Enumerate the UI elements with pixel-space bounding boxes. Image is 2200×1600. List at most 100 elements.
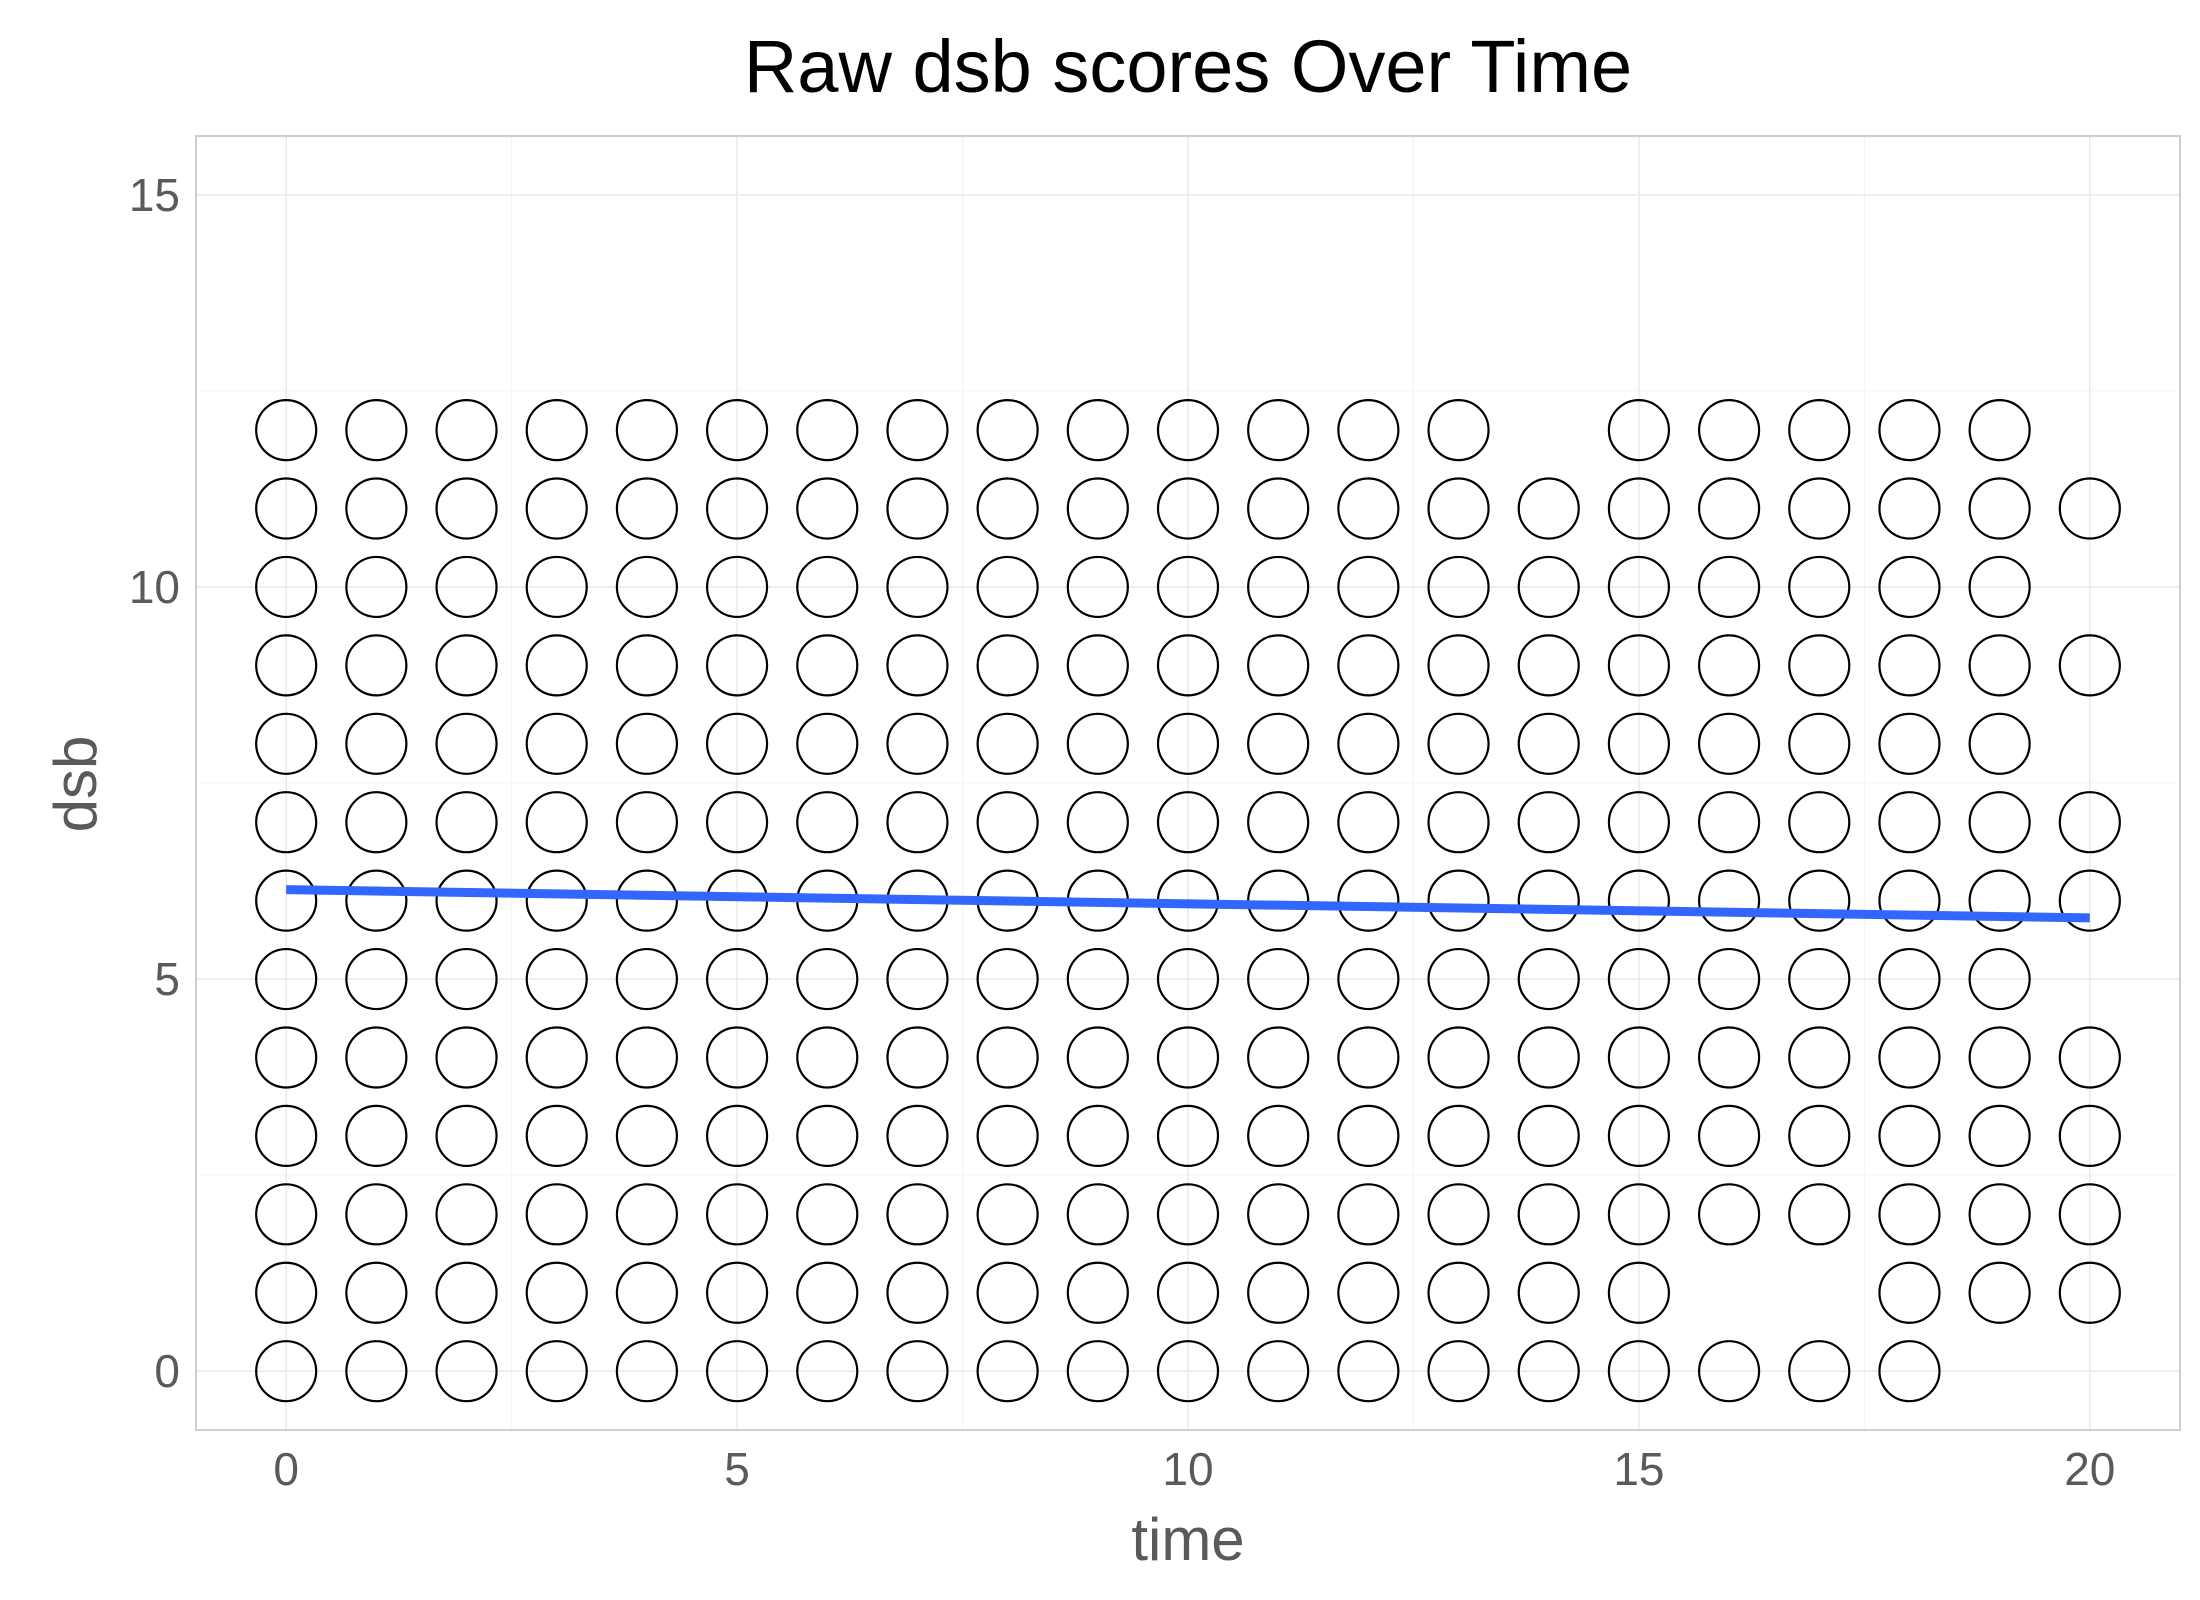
data-point [1788, 1340, 1851, 1403]
data-point [615, 1261, 679, 1324]
data-point [1968, 1183, 2031, 1246]
data-point [886, 477, 949, 540]
data-point [1427, 869, 1490, 932]
data-point [525, 398, 588, 462]
data-point [525, 1183, 588, 1246]
data-point [1156, 1340, 1220, 1403]
data-point [1607, 1026, 1671, 1089]
data-point [705, 1261, 769, 1324]
data-points [255, 398, 2121, 1403]
data-point [1337, 712, 1400, 775]
data-point [1066, 634, 1129, 697]
data-point [435, 712, 498, 775]
data-point [2058, 634, 2121, 697]
data-point [1427, 947, 1490, 1011]
data-point [1968, 1026, 2031, 1089]
data-point [435, 555, 498, 619]
data-point [345, 1026, 408, 1089]
data-point [525, 1104, 588, 1168]
trend-line [286, 885, 2090, 923]
data-point [255, 1183, 318, 1246]
data-point [1337, 477, 1400, 540]
data-point [1607, 477, 1671, 540]
data-point [886, 634, 949, 697]
data-point [1878, 869, 1941, 932]
data-point [1066, 555, 1129, 619]
data-point [255, 1026, 318, 1089]
y-axis-ticks: 0 5 10 15 [129, 169, 180, 1397]
x-tick-label: 10 [1162, 1443, 1213, 1495]
data-point [2058, 1183, 2121, 1246]
data-point [1878, 1340, 1941, 1403]
data-point [1337, 1340, 1400, 1403]
data-point [1427, 712, 1490, 775]
data-point [1427, 477, 1490, 540]
data-point [1607, 1340, 1671, 1403]
data-point [1968, 477, 2031, 540]
data-point [615, 712, 679, 775]
data-point [1337, 1104, 1400, 1168]
x-tick-label: 20 [2064, 1443, 2115, 1495]
data-point [886, 1340, 949, 1403]
data-point [1066, 1104, 1129, 1168]
data-point [255, 634, 318, 697]
data-point [615, 1104, 679, 1168]
data-point [345, 398, 408, 462]
data-point [1788, 712, 1851, 775]
data-point [435, 791, 498, 854]
data-point [886, 1104, 949, 1168]
data-point [1247, 398, 1310, 462]
data-point [886, 555, 949, 619]
data-point [1968, 791, 2031, 854]
data-point [796, 791, 859, 854]
data-point [255, 1104, 318, 1168]
data-point [705, 712, 769, 775]
data-point [796, 1026, 859, 1089]
data-point [525, 555, 588, 619]
data-point [1156, 1261, 1220, 1324]
x-tick-label: 0 [273, 1443, 299, 1495]
data-point [1517, 1026, 1580, 1089]
data-point [435, 1340, 498, 1403]
data-point [345, 634, 408, 697]
data-point [1066, 947, 1129, 1011]
data-point [796, 712, 859, 775]
data-point [705, 791, 769, 854]
data-point [1607, 1261, 1671, 1324]
data-point [1066, 1340, 1129, 1403]
data-point [1066, 1026, 1129, 1089]
data-point [525, 1026, 588, 1089]
data-point [435, 1261, 498, 1324]
data-point [2058, 1104, 2121, 1168]
data-point [886, 712, 949, 775]
data-point [615, 398, 679, 462]
data-point [1788, 791, 1851, 854]
y-tick-label: 0 [154, 1345, 180, 1397]
data-point [615, 634, 679, 697]
data-point [705, 1340, 769, 1403]
data-point [1788, 947, 1851, 1011]
y-tick-label: 5 [154, 953, 180, 1005]
x-axis-title: time [1131, 1506, 1244, 1573]
plot-panel-border [195, 135, 2181, 1431]
data-point [525, 477, 588, 540]
data-point [1697, 1104, 1761, 1168]
data-point [255, 1340, 318, 1403]
data-point [886, 398, 949, 462]
data-point [1878, 947, 1941, 1011]
data-point [1247, 791, 1310, 854]
data-point [1878, 634, 1941, 697]
data-point [1156, 712, 1220, 775]
data-point [1066, 1261, 1129, 1324]
data-point [615, 1183, 679, 1246]
data-point [1247, 1183, 1310, 1246]
data-point [1247, 1340, 1310, 1403]
data-point [435, 947, 498, 1011]
data-point [1878, 1261, 1941, 1324]
data-point [615, 477, 679, 540]
data-point [1066, 1183, 1129, 1246]
data-point [345, 555, 408, 619]
x-tick-label: 15 [1613, 1443, 1664, 1495]
data-point [976, 712, 1039, 775]
